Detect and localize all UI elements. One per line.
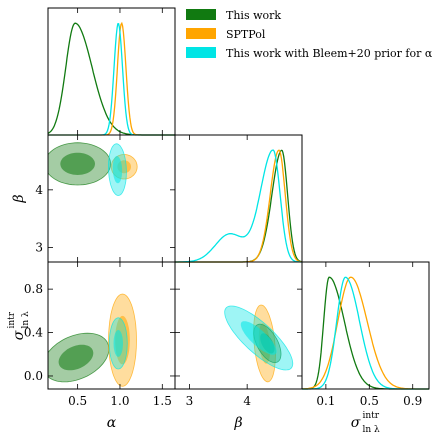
contour-68-this-work [58,344,94,371]
y-axis-label-main: β [11,194,27,203]
legend-swatch-this-work-with-bleem-20-prior-for [186,47,216,58]
x-tick-label-beta: 4 [243,394,251,408]
legend-label-sptpol: SPTPol [226,28,266,41]
legend-swatch-this-work [186,9,216,20]
curve-this-work-with-bleem-20-prior-for [48,22,175,136]
marginal-beta [175,149,303,263]
y-axis-label-beta: β [11,194,27,203]
marginal-sigma [302,276,429,390]
y-tick-label-beta: 4 [35,183,43,197]
legend: This work SPTPol This work with Bleem+20 p… [186,9,433,60]
panel-frame [301,261,430,390]
curve-this-work-with-bleem-20-prior-for [175,149,302,263]
x-axis-label-sup-sigma: intr [363,411,380,421]
y-axis-label-sigma: σ intr ln λ [7,311,31,340]
x-tick-label-alpha: 1.5 [153,394,172,408]
y-axis-label-sub: ln λ [21,311,31,329]
y-axis-label-sup: intr [7,311,17,328]
curve-this-work [302,276,429,390]
legend-swatch-sptpol [186,28,216,39]
curve-this-work [47,22,175,136]
curve-sptpol [48,21,175,136]
x-tick-label-sigma: 0.5 [360,394,379,408]
joint-contours-beta_sigma [224,304,294,383]
contour-68-this-work-with-bleem-20-prior-for [112,156,123,184]
x-axis-label-alpha: α [107,415,117,431]
x-tick-label-alpha: 0.5 [68,394,87,408]
x-tick-label-sigma: 0.1 [316,394,335,408]
x-axis-label-beta: β [233,415,242,431]
x-axis-label-sub-sigma: ln λ [363,425,381,435]
contour-68-this-work-with-bleem-20-prior-for [240,321,277,355]
legend-label-this-work-with-bleem-20-prior-for: This work with Bleem+20 prior for α [226,47,433,60]
x-axis-label-sigma: σ [351,415,361,431]
y-tick-label-sigma: 0.0 [24,369,43,383]
curve-sptpol [175,149,302,263]
panel-frame [47,7,176,136]
marginal-alpha [47,21,175,136]
y-tick-label-sigma: 0.4 [24,326,43,340]
curve-sptpol [302,276,429,390]
contour-68-this-work-with-bleem-20-prior-for [113,330,123,357]
x-tick-label-sigma: 0.9 [403,394,422,408]
joint-contours-alpha_sigma [48,293,137,387]
joint-contours-alpha_beta [48,142,138,196]
legend-label-this-work: This work [226,9,281,22]
y-tick-label-sigma: 0.8 [24,282,43,296]
contour-68-this-work [60,152,95,175]
x-tick-label-beta: 3 [186,394,194,408]
curve-this-work-with-bleem-20-prior-for [302,276,429,390]
y-axis-label-main: σ [11,330,27,340]
y-tick-label-beta: 3 [35,241,43,255]
x-tick-label-alpha: 1.0 [110,394,129,408]
